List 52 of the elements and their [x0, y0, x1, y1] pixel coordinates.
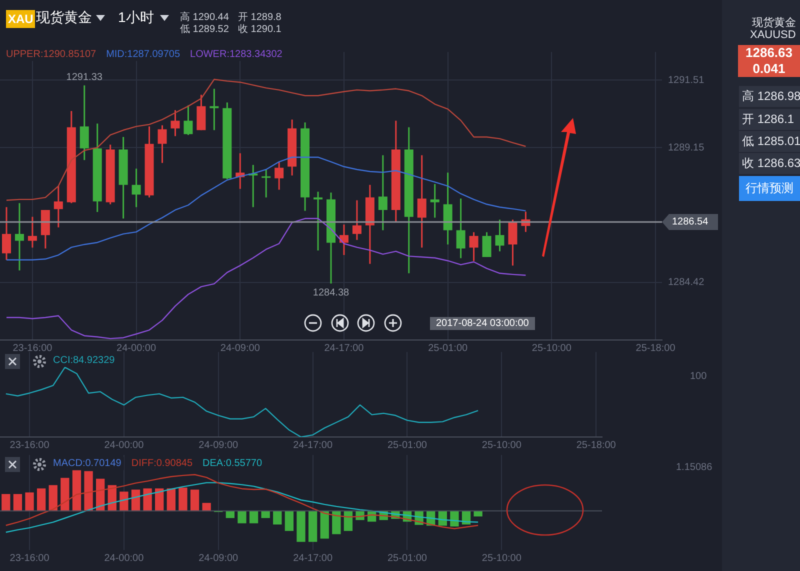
x-tick-label: 25-10:00 [482, 440, 522, 451]
text: UPPER:1290.85107 [3, 48, 100, 61]
x-tick-label: 24-17:00 [293, 552, 333, 564]
y-tick-label: 1284.42 [668, 277, 705, 288]
x-tick-label: 24-00:00 [104, 440, 144, 451]
text: 行情预测 [739, 176, 800, 201]
text: 1小时 [118, 9, 154, 27]
text: 收 1286.63 [739, 153, 800, 174]
x-tick-label: 25-10:00 [532, 342, 572, 354]
text: 高 1286.98 [739, 86, 800, 107]
text: 现货黄金 [36, 9, 92, 27]
x-tick-label: 23-16:00 [10, 552, 50, 564]
text: 开 1289.8 [238, 11, 282, 24]
x-tick-label: 23-16:00 [12, 342, 53, 354]
text: 100 [690, 371, 707, 382]
annotation: 1291.33 [66, 72, 103, 84]
series-label: DIFF:0.90845 [128, 457, 196, 470]
y-tick-label: 1289.15 [668, 142, 705, 154]
series-label: MACD:0.70149 [50, 457, 124, 470]
text: 高 1290.44 [180, 10, 229, 24]
text: 低 1285.01 [739, 131, 800, 152]
annotation: 2017-08-24 03:00:00 [430, 317, 535, 330]
x-tick-label: 24-00:00 [116, 342, 156, 354]
series-label: CCI:84.92329 [50, 354, 118, 367]
text: LOWER:1283.34302 [187, 48, 286, 61]
series-label: DEA:0.55770 [200, 457, 266, 470]
text: 1.15086 [676, 462, 712, 473]
text: 收 1290.1 [238, 23, 282, 36]
x-tick-label: 25-01:00 [387, 552, 428, 564]
text: 0.041 [738, 61, 800, 77]
annotation: 1284.38 [312, 287, 350, 298]
x-tick-label: 24-09:00 [220, 342, 260, 354]
y-tick-label: 1291.51 [668, 74, 705, 86]
x-tick-label: 24-00:00 [104, 552, 144, 564]
x-tick-label: 24-09:00 [198, 552, 239, 564]
text: XAUUSD [750, 29, 796, 41]
text: 现货黄金 [752, 16, 796, 30]
text: XAU [6, 10, 36, 28]
x-tick-label: 25-18:00 [636, 342, 676, 354]
text: 1286.63 [738, 45, 800, 61]
x-tick-label: 25-18:00 [576, 440, 616, 451]
x-tick-label: 24-17:00 [324, 342, 364, 354]
x-tick-label: 24-09:00 [198, 440, 239, 451]
text: 开 1286.1 [739, 109, 800, 130]
x-tick-label: 23-16:00 [10, 440, 50, 451]
ref-line-label: 1286.54 [672, 216, 709, 228]
x-tick-label: 25-10:00 [482, 552, 522, 564]
x-tick-label: 24-17:00 [293, 440, 333, 451]
text: MID:1287.09705 [103, 48, 184, 61]
x-tick-label: 25-01:00 [387, 440, 428, 451]
x-tick-label: 25-01:00 [428, 342, 468, 354]
text: 低 1289.52 [180, 23, 229, 36]
